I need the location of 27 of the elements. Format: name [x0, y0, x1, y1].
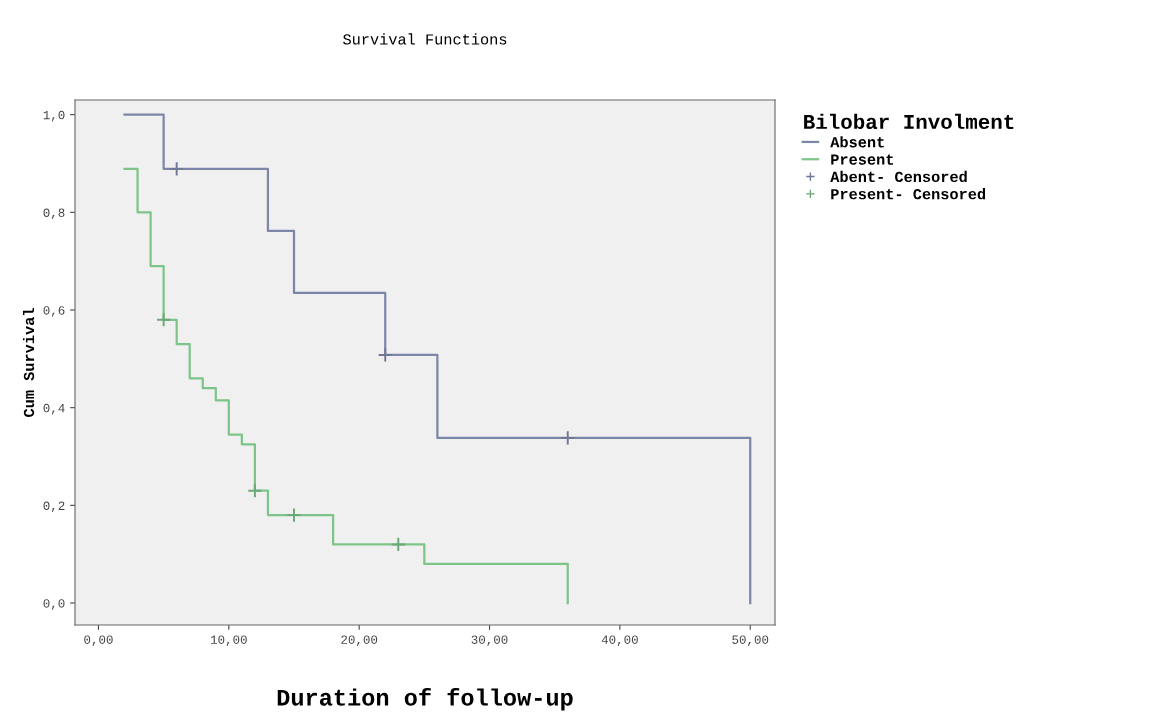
point [377, 347, 393, 363]
x-tick-label: 50,00 [732, 635, 769, 646]
legend-label: Present [831, 154, 893, 165]
y-tick-label: 0,4 [43, 403, 65, 415]
x-tick-label: 10,00 [210, 635, 247, 646]
legend-label: Abent- Censored [830, 170, 967, 183]
y-tick-label: 1,0 [43, 110, 65, 122]
y-tick-label: 0,8 [43, 208, 65, 220]
point [286, 507, 302, 523]
y-axis-title: Cum Survival [22, 308, 35, 417]
y-tick-label: 0,2 [43, 501, 65, 513]
legend-title: Bilobar Involment [804, 113, 1014, 130]
x-axis-title: Duration of follow-up [277, 688, 573, 711]
y-tick-label: 0,6 [43, 306, 65, 317]
y-tick-label: 0,0 [43, 599, 65, 610]
x-tick-label: 0,00 [84, 635, 113, 646]
point [156, 312, 172, 328]
point [247, 483, 263, 499]
x-tick-label: 20,00 [341, 635, 378, 646]
legend-label: Absent [830, 136, 884, 148]
x-tick-label: 30,00 [471, 635, 508, 646]
point [560, 430, 576, 446]
legend-label: Present- Censored [831, 188, 986, 200]
point [390, 536, 406, 552]
chart-title: Survival Functions [343, 33, 507, 45]
x-tick-label: 40,00 [601, 635, 638, 646]
point [169, 161, 185, 177]
